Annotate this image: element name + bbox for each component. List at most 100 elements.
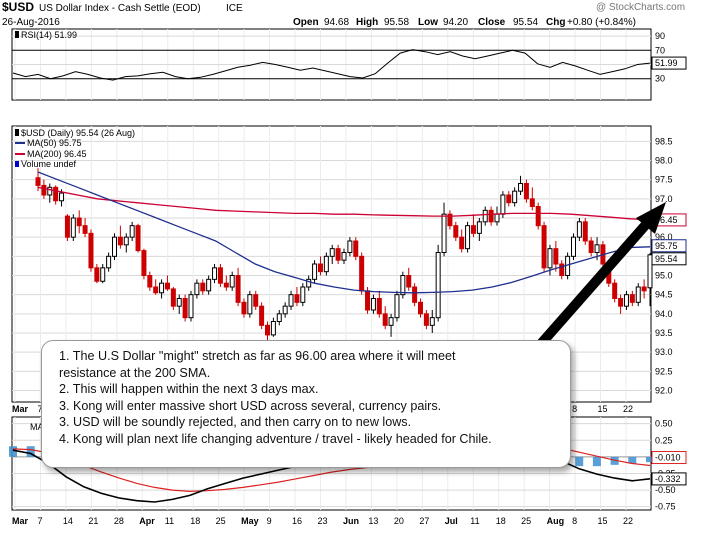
- x-tick-label-bottom: 11: [165, 516, 174, 526]
- ma50-legend-swatch: [15, 142, 25, 144]
- candle-up: [123, 236, 129, 246]
- macd-tick-label: 0.25: [655, 435, 673, 445]
- candle-up: [206, 278, 212, 292]
- x-tick-label-bottom: 13: [368, 516, 378, 526]
- candle-down: [588, 240, 594, 253]
- candle-down: [265, 324, 270, 336]
- candle-down: [223, 282, 229, 288]
- candle-up: [388, 317, 394, 326]
- ma50-line: [37, 171, 651, 294]
- candle-down: [553, 248, 559, 265]
- low-label: Low: [418, 17, 438, 28]
- candle-down: [506, 194, 512, 204]
- x-tick-label-bottom: May: [241, 516, 259, 526]
- x-tick-label-bottom: 20: [394, 516, 404, 526]
- macd-histogram-bar: [646, 456, 654, 463]
- x-tick-label-bottom: 21: [88, 516, 98, 526]
- close-last-label-box: [651, 252, 687, 266]
- price-tick-label: 92.5: [655, 366, 673, 376]
- x-tick-label-bottom: Apr: [139, 516, 155, 526]
- candle-up: [323, 255, 329, 273]
- candle-up: [623, 294, 629, 307]
- candle-down: [470, 225, 476, 234]
- candle-up: [188, 294, 194, 319]
- candle-down: [376, 298, 382, 315]
- price-legend-swatch: [15, 129, 19, 136]
- x-tick-label-mid: 7: [37, 404, 42, 414]
- x-tick-label-bottom: 25: [216, 516, 226, 526]
- x-tick-label-mid: 22: [623, 404, 633, 414]
- candle-down: [541, 225, 547, 269]
- rsi-last-label-box: [651, 56, 687, 70]
- candle-down: [153, 286, 159, 294]
- rsi-tick-label: 70: [655, 45, 665, 55]
- candle-down: [235, 275, 241, 303]
- ma50-legend: MA(50) 95.75: [27, 138, 82, 148]
- macd-histogram-bar: [9, 446, 17, 457]
- candle-up: [594, 244, 600, 253]
- price-tick-label: 94.5: [655, 290, 673, 300]
- candle-up: [282, 305, 288, 315]
- candle-down: [182, 298, 188, 319]
- candle-down: [559, 263, 565, 276]
- candle-up: [112, 236, 117, 257]
- price-tick-label: 97.5: [655, 175, 673, 185]
- candle-down: [35, 177, 41, 186]
- x-tick-label-bottom: 16: [292, 516, 302, 526]
- symbol: $USD: [2, 0, 34, 14]
- watermark: @ StockCharts.com: [596, 2, 685, 13]
- candle-down: [147, 275, 153, 288]
- x-tick-label-bottom: 18: [190, 516, 200, 526]
- x-tick-label-bottom: 28: [114, 516, 124, 526]
- candle-up: [212, 267, 218, 280]
- macd-legend: MA: [30, 422, 44, 432]
- candle-down: [406, 275, 412, 288]
- candle-up: [247, 294, 253, 315]
- candle-up: [400, 275, 406, 296]
- candle-down: [253, 294, 259, 307]
- candle-up: [59, 192, 65, 202]
- candle-up: [647, 254, 653, 289]
- candle-down: [629, 294, 635, 303]
- callout-line-2: 2. This will happen within the next 3 da…: [59, 382, 319, 397]
- volume-legend: Volume undef: [21, 159, 77, 169]
- macd-signal-last-label: -0.010: [655, 453, 681, 463]
- candle-up: [547, 248, 553, 269]
- candle-down: [535, 206, 541, 227]
- x-tick-label-bottom: 9: [267, 516, 272, 526]
- high-value: 95.58: [384, 17, 409, 28]
- candle-up: [306, 278, 312, 288]
- x-tick-label-bottom: 11: [470, 516, 479, 526]
- candle-up: [435, 252, 441, 319]
- x-tick-label-bottom: Mar: [12, 516, 29, 526]
- chg-label: Chg: [546, 17, 565, 28]
- rsi-panel: [12, 49, 651, 81]
- price-tick-label: 97.0: [655, 194, 673, 204]
- x-tick-label-mid: 15: [598, 404, 608, 414]
- exchange: ICE: [226, 3, 243, 14]
- candle-up: [312, 263, 318, 280]
- macd-last-label-box: [651, 472, 687, 486]
- x-tick-label-bottom: 25: [521, 516, 531, 526]
- candle-down: [164, 282, 170, 290]
- open-label: Open: [293, 17, 319, 28]
- callout-line-3: 3. Kong will enter massive short USD acr…: [59, 398, 442, 413]
- x-tick-label-bottom: 27: [419, 516, 429, 526]
- candle-down: [241, 301, 247, 315]
- macd-tick-label: 0.50: [655, 419, 673, 429]
- candle-up: [176, 298, 182, 307]
- candle-down: [412, 286, 418, 303]
- candle-up: [288, 294, 294, 307]
- rsi-tick-label: 30: [655, 74, 665, 84]
- candle-down: [423, 313, 429, 326]
- candle-up: [370, 298, 376, 311]
- price-tick-label: 94.0: [655, 309, 673, 319]
- candle-down: [447, 213, 453, 227]
- x-tick-label-bottom: 8: [572, 516, 577, 526]
- x-tick-label-bottom: Aug: [547, 516, 565, 526]
- candle-up: [512, 190, 518, 204]
- candle-up: [476, 221, 482, 234]
- macd-histogram-bar: [592, 456, 601, 467]
- rsi-tick-label: 90: [655, 31, 665, 41]
- candle-down: [353, 240, 359, 257]
